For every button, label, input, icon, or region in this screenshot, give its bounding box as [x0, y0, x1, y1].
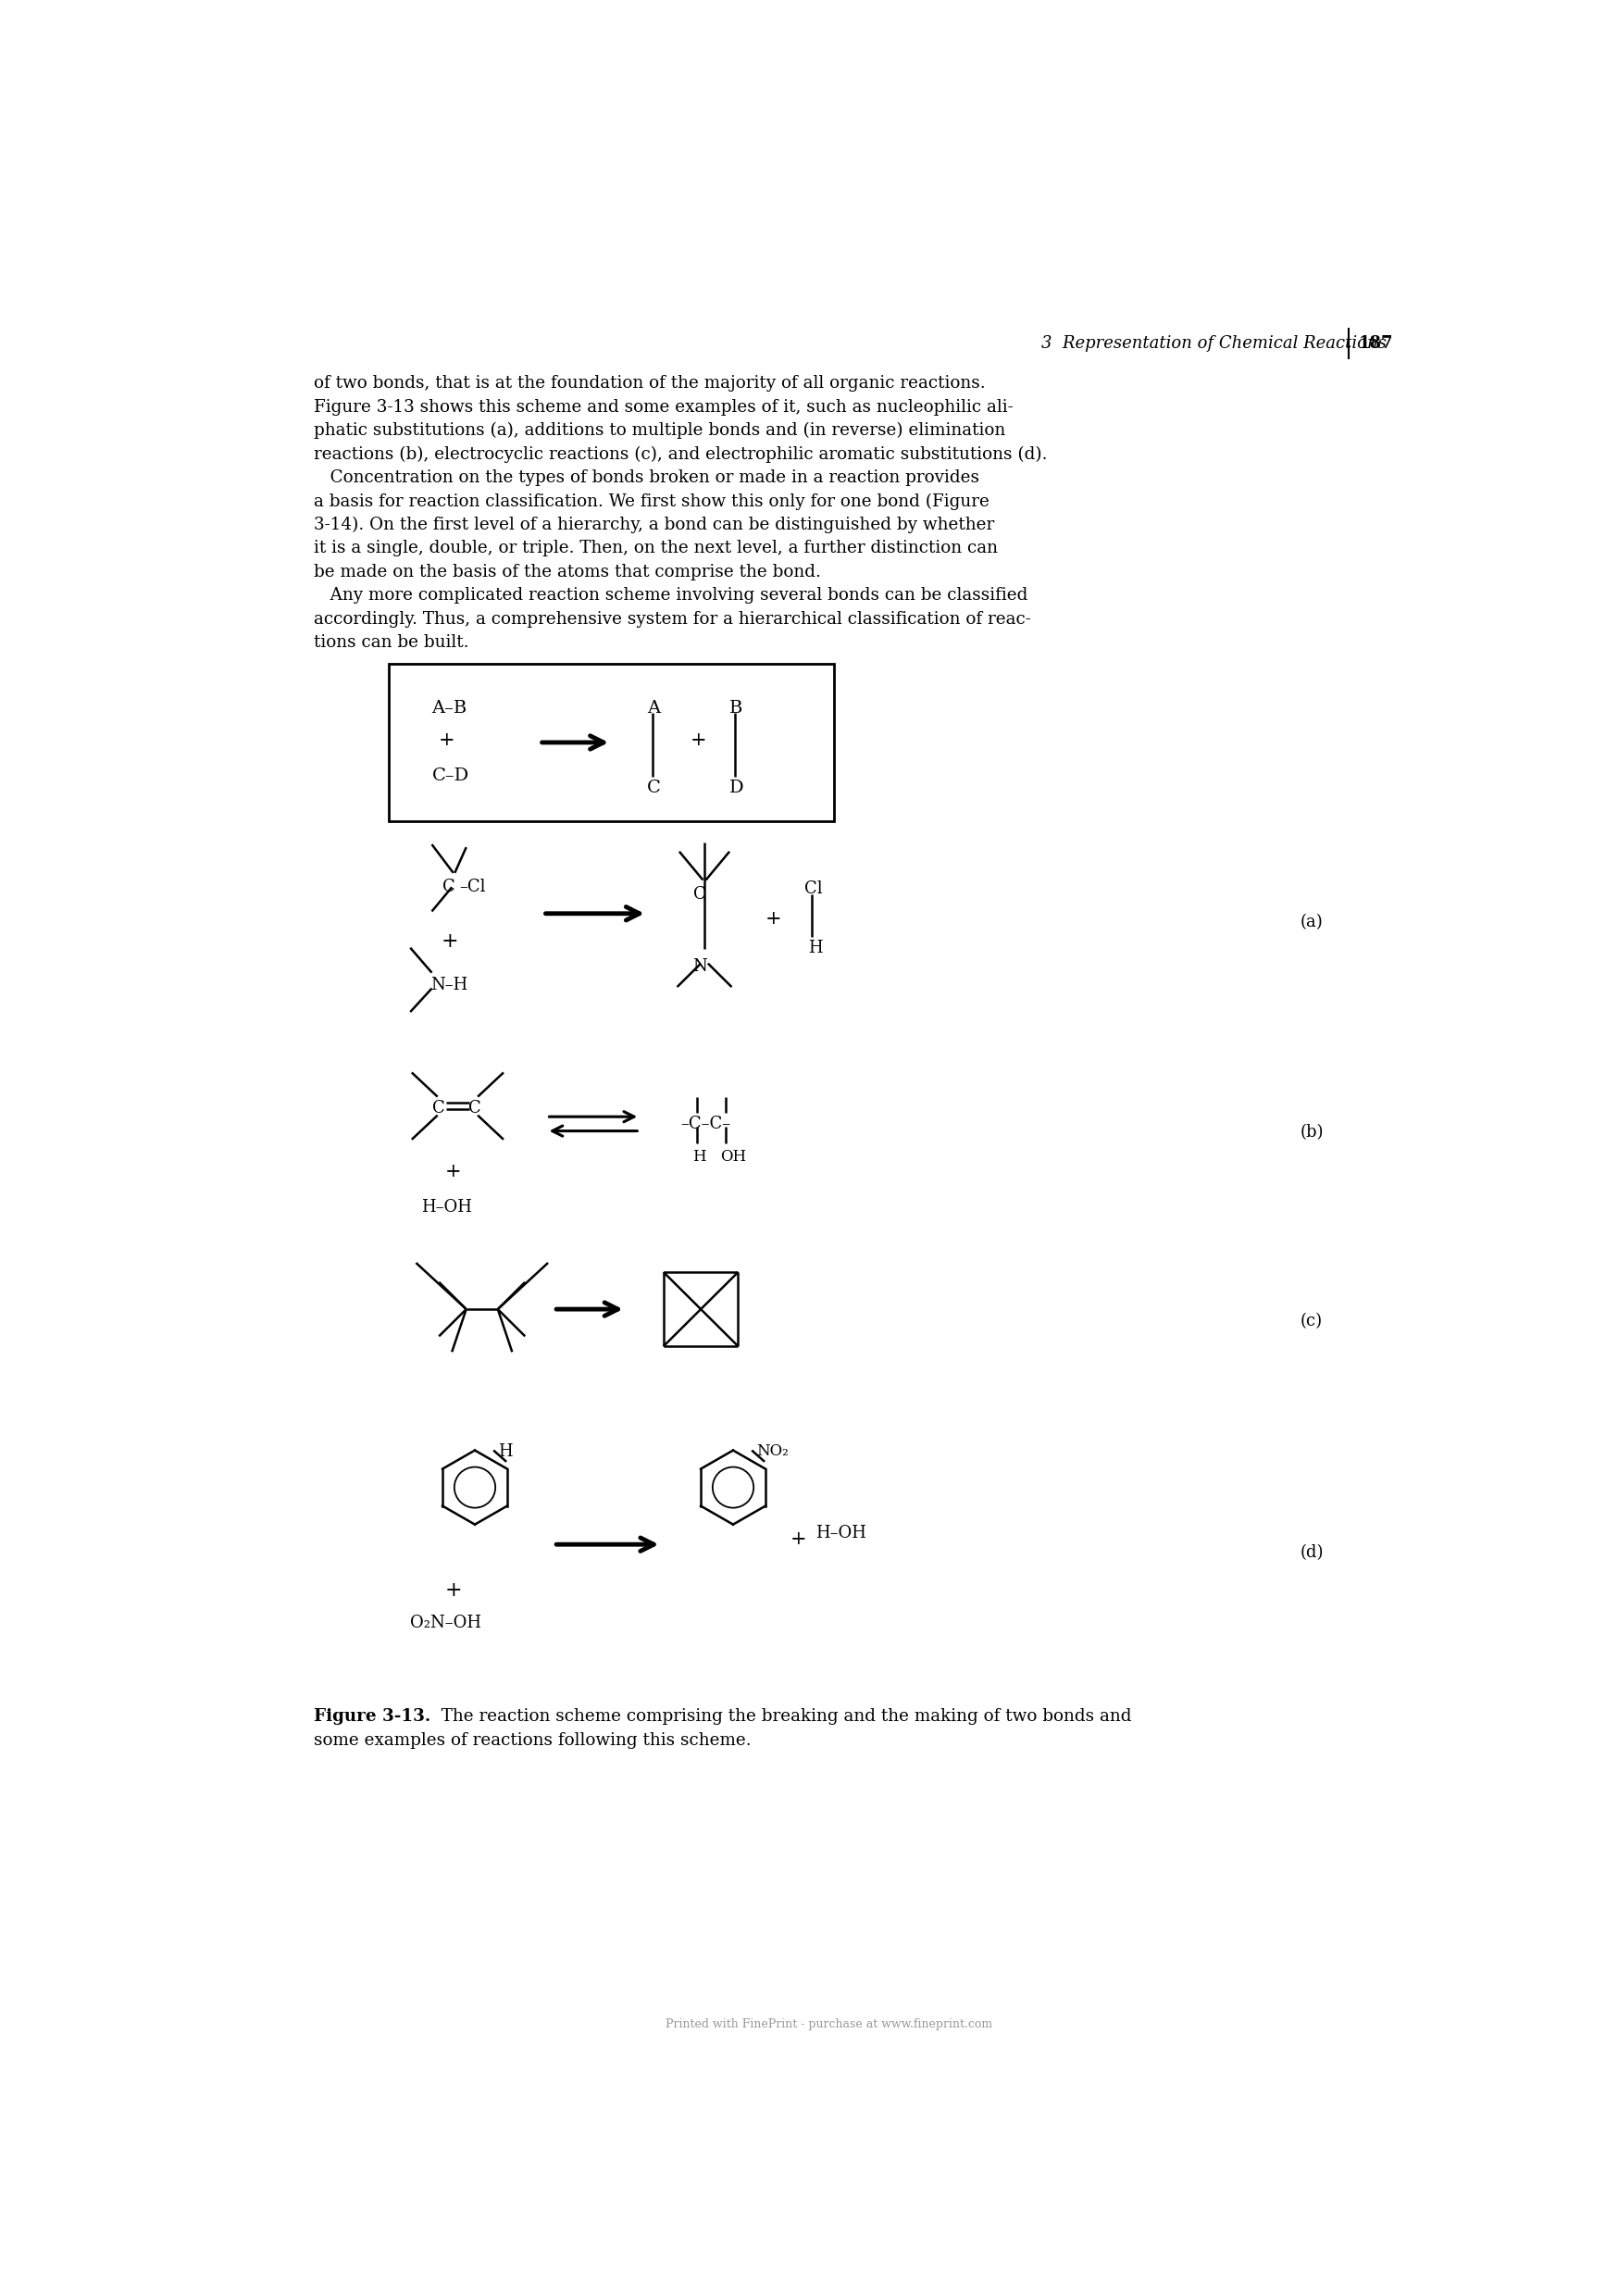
- Text: B: B: [730, 700, 743, 716]
- Text: C: C: [443, 879, 455, 895]
- Text: H: H: [693, 1148, 705, 1164]
- Text: some examples of reactions following this scheme.: some examples of reactions following thi…: [314, 1733, 751, 1750]
- Text: A: A: [647, 700, 660, 716]
- Text: a basis for reaction classification. We first show this only for one bond (Figur: a basis for reaction classification. We …: [314, 494, 989, 510]
- Text: O₂N–OH: O₂N–OH: [411, 1614, 482, 1630]
- Text: (a): (a): [1299, 914, 1324, 930]
- Text: accordingly. Thus, a comprehensive system for a hierarchical classification of r: accordingly. Thus, a comprehensive syste…: [314, 611, 1031, 627]
- Text: –Cl: –Cl: [460, 879, 485, 895]
- Text: Cl: Cl: [804, 879, 824, 898]
- Text: reactions (b), electrocyclic reactions (c), and electrophilic aromatic substitut: reactions (b), electrocyclic reactions (…: [314, 445, 1047, 464]
- Text: 187: 187: [1359, 335, 1393, 351]
- Text: (c): (c): [1299, 1313, 1322, 1329]
- Text: 3  Representation of Chemical Reactions: 3 Representation of Chemical Reactions: [1042, 335, 1387, 351]
- Text: phatic substitutions (a), additions to multiple bonds and (in reverse) eliminati: phatic substitutions (a), additions to m…: [314, 422, 1005, 439]
- Text: be made on the basis of the atoms that comprise the bond.: be made on the basis of the atoms that c…: [314, 563, 820, 581]
- Text: +: +: [445, 1580, 463, 1600]
- Text: C–D: C–D: [432, 767, 469, 783]
- Text: Concentration on the types of bonds broken or made in a reaction provides: Concentration on the types of bonds brok…: [314, 468, 979, 487]
- Text: +: +: [445, 1164, 461, 1180]
- Text: +: +: [689, 732, 707, 748]
- Text: C: C: [432, 1100, 445, 1116]
- Text: Figure 3-13.: Figure 3-13.: [314, 1708, 430, 1724]
- Text: NO₂: NO₂: [756, 1444, 788, 1458]
- Text: C: C: [469, 1100, 481, 1116]
- Text: Figure 3-13 shows this scheme and some examples of it, such as nucleophilic ali-: Figure 3-13 shows this scheme and some e…: [314, 400, 1013, 416]
- Text: +: +: [765, 909, 781, 928]
- Text: N–H: N–H: [430, 976, 468, 992]
- Text: Any more complicated reaction scheme involving several bonds can be classified: Any more complicated reaction scheme inv…: [314, 588, 1027, 604]
- Text: C: C: [647, 781, 660, 797]
- Text: Printed with FinePrint - purchase at www.fineprint.com: Printed with FinePrint - purchase at www…: [665, 2018, 993, 2030]
- Text: tions can be built.: tions can be built.: [314, 634, 469, 650]
- Text: (d): (d): [1299, 1545, 1324, 1561]
- Text: C: C: [694, 886, 707, 902]
- Text: N: N: [693, 957, 707, 976]
- Text: +: +: [442, 932, 458, 953]
- Text: A–B: A–B: [432, 700, 468, 716]
- Text: OH: OH: [720, 1148, 746, 1164]
- Text: of two bonds, that is at the foundation of the majority of all organic reactions: of two bonds, that is at the foundation …: [314, 374, 985, 393]
- Text: H: H: [498, 1444, 513, 1460]
- Text: H–OH: H–OH: [421, 1199, 472, 1215]
- Text: H–OH: H–OH: [815, 1525, 866, 1543]
- Text: 3-14). On the first level of a hierarchy, a bond can be distinguished by whether: 3-14). On the first level of a hierarchy…: [314, 517, 993, 533]
- Text: +: +: [791, 1529, 807, 1548]
- Text: it is a single, double, or triple. Then, on the next level, a further distinctio: it is a single, double, or triple. Then,…: [314, 540, 997, 556]
- Text: (b): (b): [1299, 1123, 1324, 1141]
- Text: D: D: [730, 781, 744, 797]
- Bar: [388, 664, 833, 822]
- Text: +: +: [438, 732, 455, 748]
- Text: –C–C–: –C–C–: [681, 1116, 731, 1132]
- Text: The reaction scheme comprising the breaking and the making of two bonds and: The reaction scheme comprising the break…: [430, 1708, 1131, 1724]
- Text: H: H: [809, 939, 824, 957]
